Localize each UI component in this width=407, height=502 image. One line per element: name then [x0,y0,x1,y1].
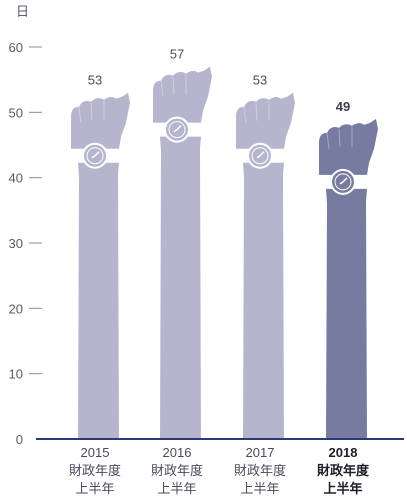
category-label: 上半年 [323,481,362,496]
y-tick-label: 40 [9,171,23,186]
value-label: 49 [336,99,350,114]
y-tick-label: 60 [9,40,23,55]
watch-dial [86,147,104,165]
value-label: 53 [88,73,102,88]
finger-crease [90,102,93,121]
forearm [326,188,367,439]
watch-hand [339,181,344,185]
category-label: 2018 [329,445,358,460]
y-tick-label: 50 [9,105,23,120]
forearm [160,136,201,439]
forearm [78,162,119,439]
category-label: 上半年 [157,481,196,496]
value-label: 57 [170,47,184,62]
finger-crease [78,106,82,123]
category-label: 財政年度 [316,463,370,478]
fist [71,92,130,149]
y-axis: 0 10 20 30 40 50 60 [9,40,42,447]
watch-hand [176,125,182,131]
watch-hand [342,177,348,183]
y-tick-label: 30 [9,236,23,251]
category-label: 上半年 [240,481,279,496]
bar [319,118,378,439]
y-tick-label: 0 [16,432,23,447]
watch-hand [173,128,178,133]
watch-hand [94,151,100,157]
forearm [243,162,284,439]
category-label: 財政年度 [151,463,203,478]
value-label: 53 [253,73,267,88]
bar [71,92,130,439]
y-unit-label: 日 [16,4,29,19]
category-label: 財政年度 [69,463,121,478]
y-tick-label: 20 [9,301,23,316]
finger-crease [243,106,247,123]
watch-hand [91,155,96,159]
finger-crease [338,128,341,147]
category-label: 財政年度 [234,463,286,478]
watch-dial [251,147,269,165]
y-tick-label: 10 [9,367,23,382]
finger-crease [160,80,164,97]
fist [153,66,212,123]
watch-hand [259,151,265,157]
finger-crease [172,76,175,95]
watch-hand [256,155,261,159]
watch-dial [334,173,352,191]
category-label: 上半年 [75,481,114,496]
category-label: 2016 [163,445,192,460]
finger-crease [255,102,258,121]
bar [236,92,295,439]
finger-crease [326,132,330,149]
fist [319,118,378,175]
category-label: 2015 [81,445,110,460]
category-label: 2017 [246,445,275,460]
watch-dial [168,121,186,139]
bars: 53 57 53 49 [71,47,378,439]
fist [236,92,295,149]
bar [153,66,212,439]
